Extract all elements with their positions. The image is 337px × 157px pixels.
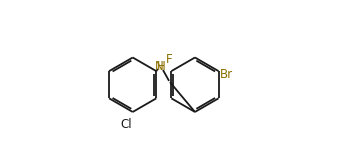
Text: N: N	[155, 60, 163, 73]
Text: Br: Br	[220, 68, 233, 81]
Text: F: F	[166, 53, 173, 66]
Text: H: H	[156, 60, 165, 73]
Text: Cl: Cl	[121, 118, 132, 131]
